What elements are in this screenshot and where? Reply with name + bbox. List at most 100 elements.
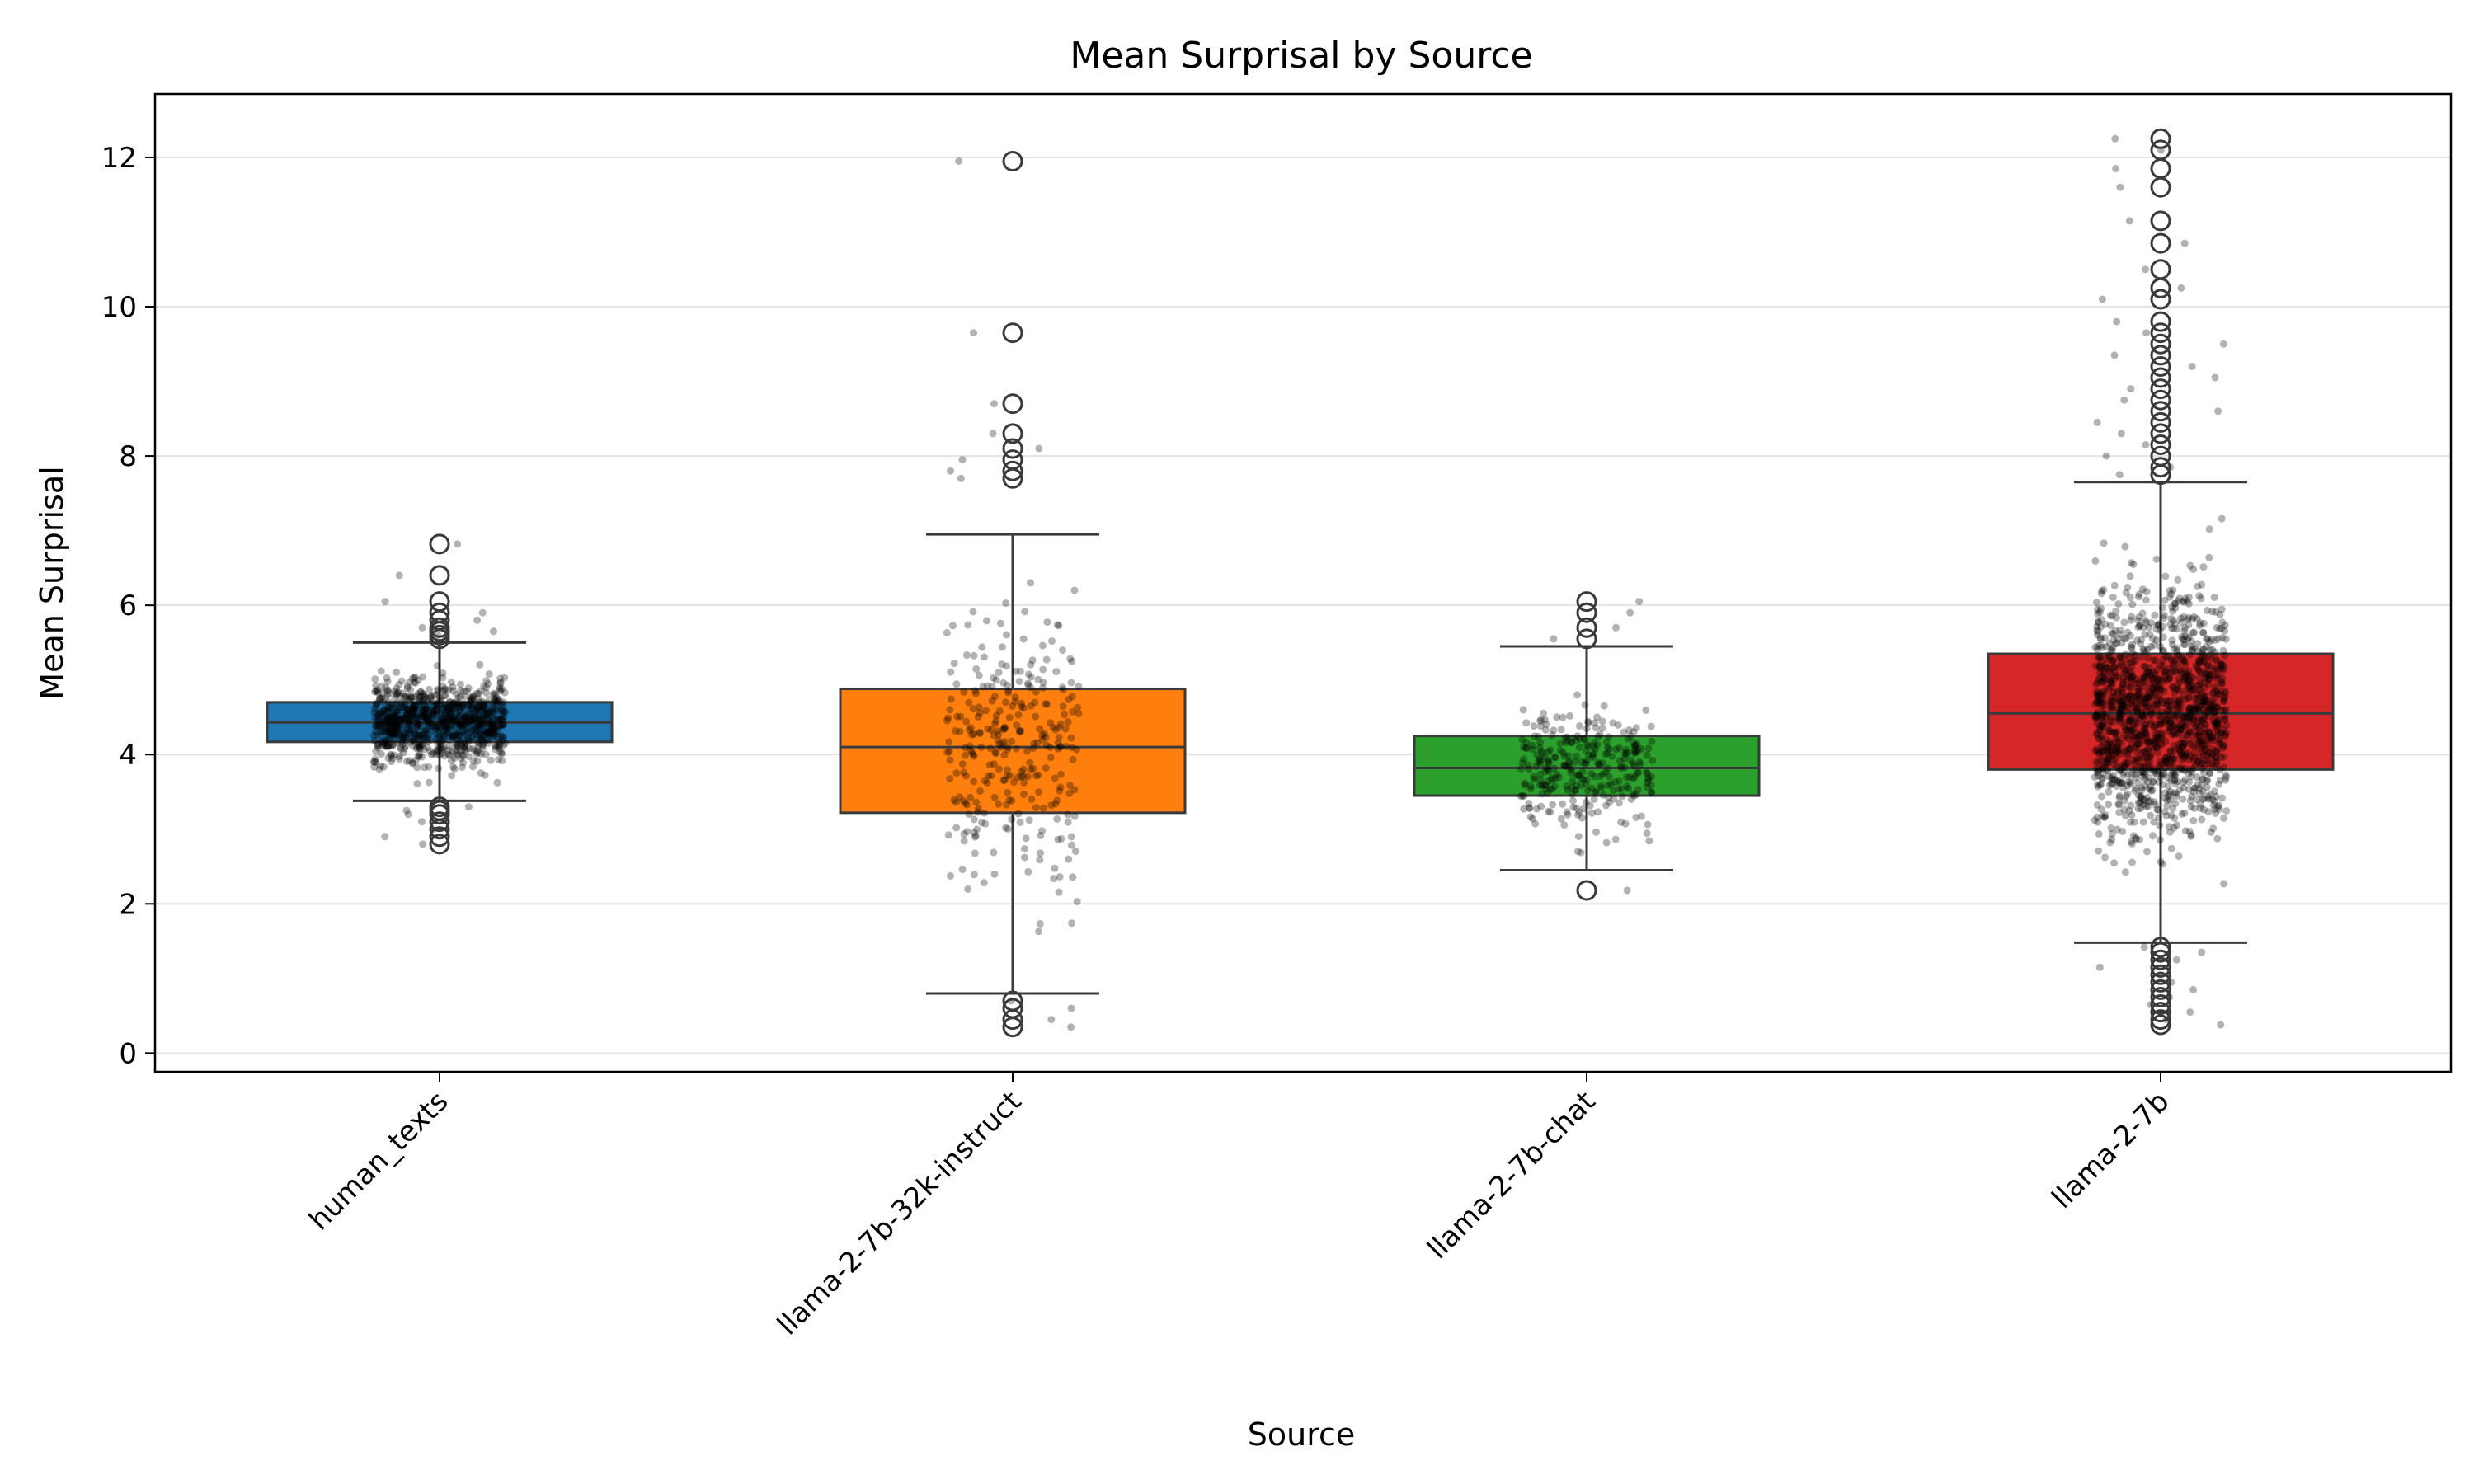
strip-point xyxy=(501,708,510,716)
strip-point xyxy=(1025,816,1033,824)
strip-point xyxy=(1070,786,1079,794)
strip-point xyxy=(491,695,499,703)
strip-point xyxy=(434,691,442,699)
strip-point xyxy=(455,721,463,729)
strip-point xyxy=(422,704,430,712)
strip-point xyxy=(425,719,433,727)
strip-point xyxy=(1537,716,1545,724)
y-tick-label: 12 xyxy=(101,142,137,175)
strip-point xyxy=(500,721,507,729)
strip-point xyxy=(425,763,433,771)
strip-point xyxy=(1542,785,1550,793)
strip-point xyxy=(390,730,398,739)
strip-point xyxy=(458,751,466,759)
strip-point xyxy=(393,707,402,716)
strip-point xyxy=(1004,788,1012,796)
strip-point xyxy=(463,721,471,730)
strip-point xyxy=(474,721,482,729)
strip-point xyxy=(381,694,389,702)
strip-point xyxy=(1606,745,1613,754)
strip-point xyxy=(478,741,487,749)
strip-point xyxy=(475,730,483,739)
strip-point xyxy=(1583,740,1591,749)
strip-point xyxy=(1584,719,1592,727)
strip-point xyxy=(2203,783,2211,791)
strip-point xyxy=(456,711,464,720)
strip-point xyxy=(1542,721,1550,728)
strip-point xyxy=(466,711,474,719)
strip-point xyxy=(486,723,494,731)
strip-point xyxy=(469,732,477,740)
strip-point xyxy=(2134,616,2142,624)
strip-point xyxy=(968,749,976,757)
strip-point xyxy=(2106,676,2114,684)
strip-point xyxy=(432,723,440,730)
y-tick-label: 0 xyxy=(119,1037,137,1070)
strip-point xyxy=(1535,755,1543,763)
strip-point xyxy=(414,752,422,760)
strip-point xyxy=(449,699,458,707)
strip-point xyxy=(410,738,418,746)
strip-point xyxy=(1057,770,1065,778)
strip-point xyxy=(444,711,453,720)
strip-point xyxy=(1590,738,1598,746)
strip-point xyxy=(436,731,444,739)
strip-point xyxy=(1003,631,1010,639)
strip-point xyxy=(477,735,486,744)
y-tick-label: 6 xyxy=(119,589,137,622)
strip-point xyxy=(468,727,476,735)
strip-point xyxy=(2179,735,2187,743)
strip-point xyxy=(2173,821,2180,829)
strip-point xyxy=(947,668,955,676)
strip-point xyxy=(424,697,432,706)
strip-point xyxy=(2156,836,2164,844)
strip-point xyxy=(1002,824,1010,832)
strip-point xyxy=(1535,732,1542,740)
strip-point xyxy=(391,729,399,737)
strip-point xyxy=(413,721,421,728)
strip-point xyxy=(1633,740,1641,749)
strip-point xyxy=(377,667,385,675)
strip-point xyxy=(388,720,397,728)
strip-point xyxy=(981,777,989,785)
strip-point xyxy=(416,693,425,701)
strip-point xyxy=(1054,744,1062,753)
strip-point xyxy=(372,758,380,767)
strip-point xyxy=(1648,788,1656,796)
strip-point xyxy=(464,684,473,693)
strip-point xyxy=(955,157,963,165)
strip-point xyxy=(1587,809,1596,817)
strip-point xyxy=(1596,773,1604,781)
strip-point xyxy=(464,718,473,726)
strip-point xyxy=(484,735,492,744)
strip-point xyxy=(440,710,449,718)
strip-point xyxy=(976,787,985,795)
strip-point xyxy=(384,754,393,762)
strip-point xyxy=(1008,796,1016,805)
strip-point xyxy=(433,712,441,720)
strip-point xyxy=(2180,784,2188,792)
strip-point xyxy=(1630,728,1638,736)
strip-point xyxy=(1042,741,1051,749)
strip-point xyxy=(2208,697,2217,705)
strip-point xyxy=(453,751,461,759)
strip-point xyxy=(383,728,392,736)
strip-point xyxy=(983,682,991,690)
strip-point xyxy=(956,727,964,735)
strip-point xyxy=(407,738,415,746)
strip-point xyxy=(2132,657,2139,665)
strip-point xyxy=(2092,730,2100,738)
strip-point xyxy=(1548,776,1556,784)
strip-point xyxy=(1020,845,1028,853)
strip-point xyxy=(454,717,462,726)
strip-point xyxy=(2159,633,2167,641)
strip-point xyxy=(378,694,386,702)
strip-point xyxy=(369,758,378,766)
strip-point xyxy=(1051,774,1059,782)
strip-point xyxy=(488,722,496,730)
strip-point xyxy=(459,722,467,730)
strip-point xyxy=(423,716,431,724)
strip-point xyxy=(1564,758,1573,767)
strip-point xyxy=(430,707,438,716)
strip-point xyxy=(452,742,460,750)
